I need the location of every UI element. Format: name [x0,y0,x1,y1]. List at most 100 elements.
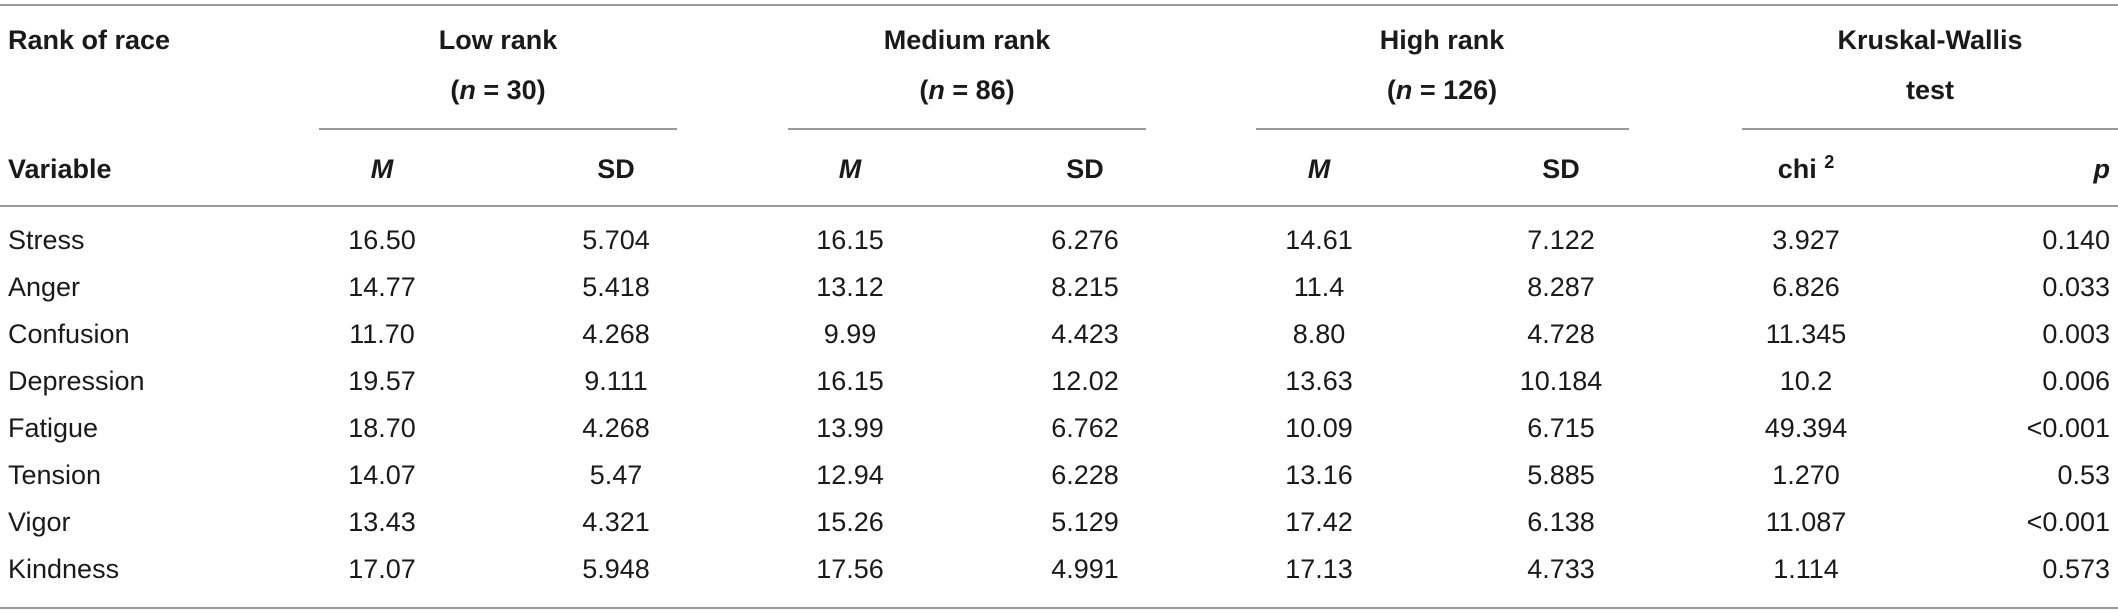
row-variable-label: Confusion [8,319,130,349]
rank-of-race-header: Rank of race [8,25,171,55]
high-rank-m-cell: 13.16 [1285,460,1353,490]
chi-superscript: 2 [1824,152,1835,172]
low-rank-m-cell: 16.50 [348,225,416,255]
n-value: = 86 [952,75,1006,105]
low-rank-sd-cell: 5.47 [589,460,643,490]
row-variable-label: Vigor [8,507,71,537]
low-rank-m-cell: 18.70 [348,413,416,443]
high-rank-sd-cell: 6.138 [1527,507,1595,537]
high-rank-sd-header: SD [1542,154,1580,184]
row-variable-label: Fatigue [8,413,99,443]
medium-rank-m-header: M [838,154,862,184]
p-value-cell: 0.53 [2057,460,2110,490]
low-rank-sd-cell: 4.321 [582,507,650,537]
medium-rank-m-cell: 12.94 [816,460,884,490]
n-symbol: n [1395,75,1413,105]
high-rank-m-cell: 11.4 [1293,272,1345,302]
row-variable-label: Anger [8,272,81,302]
chi-square-cell: 10.2 [1779,366,1833,396]
high-rank-sd-cell: 4.733 [1527,554,1595,584]
medium-rank-span-rule [788,128,1146,130]
low-rank-m-cell: 19.57 [348,366,416,396]
medium-rank-sd-cell: 6.276 [1051,225,1119,255]
medium-rank-m-cell: 16.15 [816,366,884,396]
high-rank-n: (n = 126) [1386,75,1498,105]
row-variable-label: Stress [8,225,85,255]
medium-rank-m-cell: 13.99 [816,413,884,443]
low-rank-sd-header: SD [597,154,635,184]
p-value-header: p [2093,154,2111,184]
chi-label: chi [1777,154,1817,184]
low-rank-span-rule [319,128,677,130]
n-symbol: n [459,75,476,105]
medium-rank-sd-cell: 5.129 [1051,507,1119,537]
high-rank-sd-cell: 7.122 [1527,225,1595,255]
p-value-cell: 0.140 [2042,225,2110,255]
chi-square-cell: 11.345 [1765,319,1847,349]
medium-rank-sd-header: SD [1066,154,1104,184]
high-rank-span-rule [1256,128,1629,130]
medium-rank-sd-cell: 6.762 [1051,413,1119,443]
medium-rank-sd-cell: 4.423 [1051,319,1119,349]
chi-square-cell: 49.394 [1764,413,1848,443]
kruskal-wallis-test-label: test [1905,75,1955,105]
low-rank-m-cell: 14.07 [348,460,416,490]
chi-square-cell: 1.270 [1772,460,1840,490]
table-bottom-rule [0,607,2118,609]
high-rank-m-cell: 14.61 [1285,225,1353,255]
medium-rank-sd-cell: 12.02 [1051,366,1119,396]
high-rank-m-cell: 13.63 [1285,366,1353,396]
high-rank-m-cell: 17.42 [1285,507,1353,537]
high-rank-sd-cell: 5.885 [1527,460,1595,490]
low-rank-sd-cell: 5.704 [582,225,650,255]
high-rank-m-header: M [1307,154,1331,184]
header-bottom-rule [0,205,2118,207]
low-rank-m-cell: 13.43 [348,507,416,537]
row-variable-label: Depression [8,366,145,396]
medium-rank-m-cell: 17.56 [816,554,884,584]
chi-square-header: chi 2 [1777,153,1835,184]
p-value-cell: 0.033 [2042,272,2110,302]
high-rank-header: High rank [1379,25,1505,55]
row-variable-label: Kindness [8,554,120,584]
chi-square-cell: 1.114 [1773,554,1839,584]
high-rank-sd-cell: 4.728 [1527,319,1595,349]
variable-header: Variable [8,154,112,184]
row-variable-label: Tension [8,460,102,490]
n-value: = 30 [483,75,537,105]
high-rank-m-cell: 17.13 [1285,554,1353,584]
medium-rank-m-cell: 15.26 [816,507,884,537]
high-rank-sd-cell: 6.715 [1527,413,1595,443]
high-rank-m-cell: 10.09 [1285,413,1353,443]
p-value-cell: <0.001 [2026,413,2110,443]
high-rank-sd-cell: 10.184 [1519,366,1603,396]
low-rank-header: Low rank [438,25,558,55]
low-rank-sd-cell: 9.111 [584,366,648,396]
chi-square-cell: 11.087 [1765,507,1847,537]
low-rank-m-cell: 11.70 [349,319,415,349]
low-rank-m-header: M [370,154,394,184]
medium-rank-m-cell: 16.15 [816,225,884,255]
low-rank-m-cell: 17.07 [348,554,416,584]
p-value-cell: <0.001 [2026,507,2110,537]
low-rank-n: (n = 30) [450,75,546,105]
test-span-rule [1742,128,2118,130]
medium-rank-sd-cell: 8.215 [1051,272,1119,302]
medium-rank-m-cell: 13.12 [816,272,884,302]
medium-rank-n: (n = 86) [919,75,1015,105]
p-value-cell: 0.573 [2042,554,2110,584]
medium-rank-sd-cell: 6.228 [1051,460,1119,490]
low-rank-sd-cell: 5.418 [582,272,650,302]
low-rank-sd-cell: 4.268 [582,319,650,349]
chi-square-cell: 6.826 [1772,272,1840,302]
table-top-rule [0,4,2118,6]
low-rank-m-cell: 14.77 [348,272,416,302]
high-rank-m-cell: 8.80 [1292,319,1346,349]
n-symbol: n [928,75,945,105]
kruskal-wallis-header: Kruskal-Wallis [1837,25,2023,55]
chi-square-cell: 3.927 [1772,225,1840,255]
low-rank-sd-cell: 4.268 [582,413,650,443]
high-rank-sd-cell: 8.287 [1527,272,1595,302]
p-value-cell: 0.006 [2042,366,2110,396]
low-rank-sd-cell: 5.948 [582,554,650,584]
